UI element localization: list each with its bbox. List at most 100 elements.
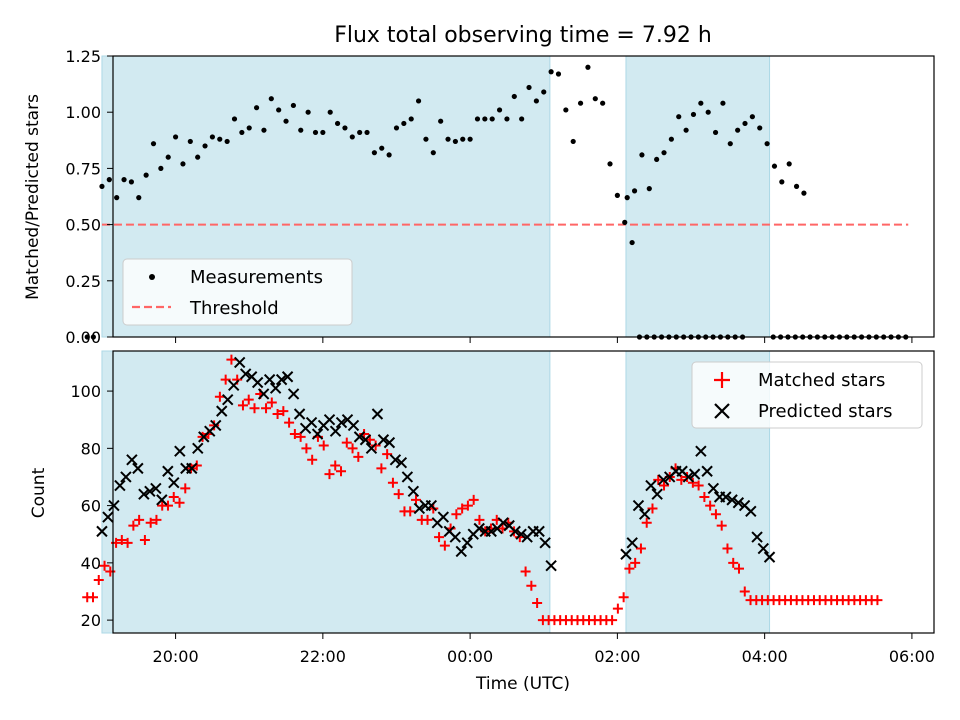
bottom-ytick-label: 60 bbox=[81, 497, 101, 516]
matched-star-point bbox=[266, 397, 277, 408]
predicted-star-point bbox=[620, 548, 632, 560]
measurement-point bbox=[349, 134, 355, 140]
predicted-star-point bbox=[425, 499, 438, 512]
predicted-star-point bbox=[515, 528, 527, 540]
measurement-point bbox=[555, 71, 562, 77]
measurement-point bbox=[320, 129, 326, 136]
matched-star-point bbox=[716, 520, 727, 531]
top-ytick-label: 0.00 bbox=[65, 328, 101, 347]
measurement-point bbox=[106, 177, 112, 183]
measurement-point bbox=[298, 127, 304, 133]
xtick-label: 22:00 bbox=[300, 647, 346, 666]
predicted-star-point bbox=[335, 416, 348, 429]
matched-star-point bbox=[739, 586, 750, 597]
top-legend-box bbox=[122, 258, 353, 326]
measurement-point bbox=[334, 120, 341, 127]
matched-star-point bbox=[151, 514, 162, 525]
matched-star-point bbox=[105, 566, 116, 577]
measurement-point bbox=[401, 120, 407, 127]
matched-star-point bbox=[116, 534, 127, 545]
measurement-point bbox=[801, 190, 807, 196]
matched-star-point bbox=[532, 597, 543, 608]
matched-star-point bbox=[462, 500, 473, 511]
predicted-star-point bbox=[168, 476, 180, 489]
matched-star-point bbox=[162, 500, 173, 511]
matched-star-point bbox=[635, 543, 646, 554]
measurement-point bbox=[482, 116, 488, 122]
matched-star-point bbox=[659, 480, 670, 491]
matched-star-point bbox=[376, 463, 387, 474]
predicted-star-point bbox=[638, 508, 651, 520]
measurement-points bbox=[84, 64, 909, 340]
predicted-star-point bbox=[174, 445, 186, 457]
predicted-star-point bbox=[162, 465, 174, 477]
measurement-point bbox=[735, 127, 741, 133]
measurement-point bbox=[504, 116, 510, 122]
predicted-star-point bbox=[323, 414, 336, 426]
predicted-star-point bbox=[497, 517, 509, 529]
matched-star-point bbox=[341, 437, 352, 448]
top-plot-frame bbox=[112, 55, 935, 338]
matched-star-point bbox=[249, 403, 260, 414]
measurement-point bbox=[209, 134, 216, 140]
predicted-star-point bbox=[216, 405, 228, 417]
bottom-plot-frame bbox=[112, 350, 935, 634]
legend-measurements: Measurements bbox=[190, 267, 323, 288]
measurement-marker-icon bbox=[149, 274, 155, 280]
matched-star-point bbox=[733, 563, 744, 574]
predicted-star-point bbox=[545, 560, 557, 572]
matched-star-point bbox=[353, 451, 364, 462]
matched-star-point bbox=[278, 406, 289, 417]
top-legend: Measurements Threshold bbox=[122, 258, 353, 326]
measurement-point bbox=[600, 100, 606, 106]
bottom-axis: 20 40 60 80 100 20:00 22:00 00:00 02:00 04:00 06:0… bbox=[70, 382, 935, 666]
predicted-star-point bbox=[701, 465, 713, 477]
measurement-point bbox=[357, 129, 363, 136]
measurement-point bbox=[90, 334, 96, 340]
measurement-point bbox=[312, 129, 319, 136]
measurement-point bbox=[276, 107, 282, 113]
measurement-point bbox=[136, 195, 142, 201]
measurement-point bbox=[180, 161, 186, 167]
predicted-star-point bbox=[688, 468, 701, 480]
measurement-point bbox=[519, 116, 525, 122]
measurement-point bbox=[121, 177, 127, 183]
matched-star-point bbox=[272, 408, 283, 419]
predicted-star-point bbox=[413, 502, 426, 515]
matched-star-point bbox=[405, 506, 416, 517]
shaded-interval bbox=[625, 55, 771, 338]
predicted-star-point bbox=[305, 416, 318, 429]
chart-title: Flux total observing time = 7.92 h bbox=[334, 23, 712, 48]
measurement-point bbox=[327, 109, 333, 115]
matched-star-point bbox=[324, 469, 335, 480]
shaded-interval bbox=[101, 350, 551, 634]
matched-star-point bbox=[410, 494, 421, 505]
matched-star-point bbox=[451, 509, 462, 520]
matched-star-point bbox=[174, 497, 185, 508]
predicted-star-point bbox=[311, 428, 324, 440]
xtick-label: 00:00 bbox=[447, 647, 493, 666]
matched-star-point bbox=[624, 563, 635, 574]
predicted-star-point bbox=[156, 494, 168, 506]
predicted-star-point bbox=[626, 537, 638, 549]
measurement-point bbox=[187, 138, 193, 145]
matched-star-point bbox=[243, 394, 254, 405]
matched-star-point bbox=[168, 492, 179, 503]
measurement-point bbox=[607, 161, 613, 167]
predicted-star-point bbox=[275, 373, 288, 386]
matched-star-point bbox=[87, 592, 98, 603]
predicted-star-point bbox=[533, 525, 545, 538]
top-ytick-label: 1.25 bbox=[65, 47, 101, 66]
measurement-point bbox=[283, 118, 289, 124]
measurement-point bbox=[585, 64, 591, 70]
matched-star-point bbox=[336, 466, 347, 477]
measurement-point bbox=[526, 84, 532, 91]
matched-star-point bbox=[612, 603, 623, 614]
matched-star-point bbox=[618, 592, 629, 603]
measurement-point bbox=[720, 100, 726, 106]
matched-star-point bbox=[226, 354, 237, 365]
predicted-star-point bbox=[473, 522, 485, 535]
predicted-star-point bbox=[353, 431, 366, 443]
legend-predicted: Predicted stars bbox=[758, 401, 892, 422]
